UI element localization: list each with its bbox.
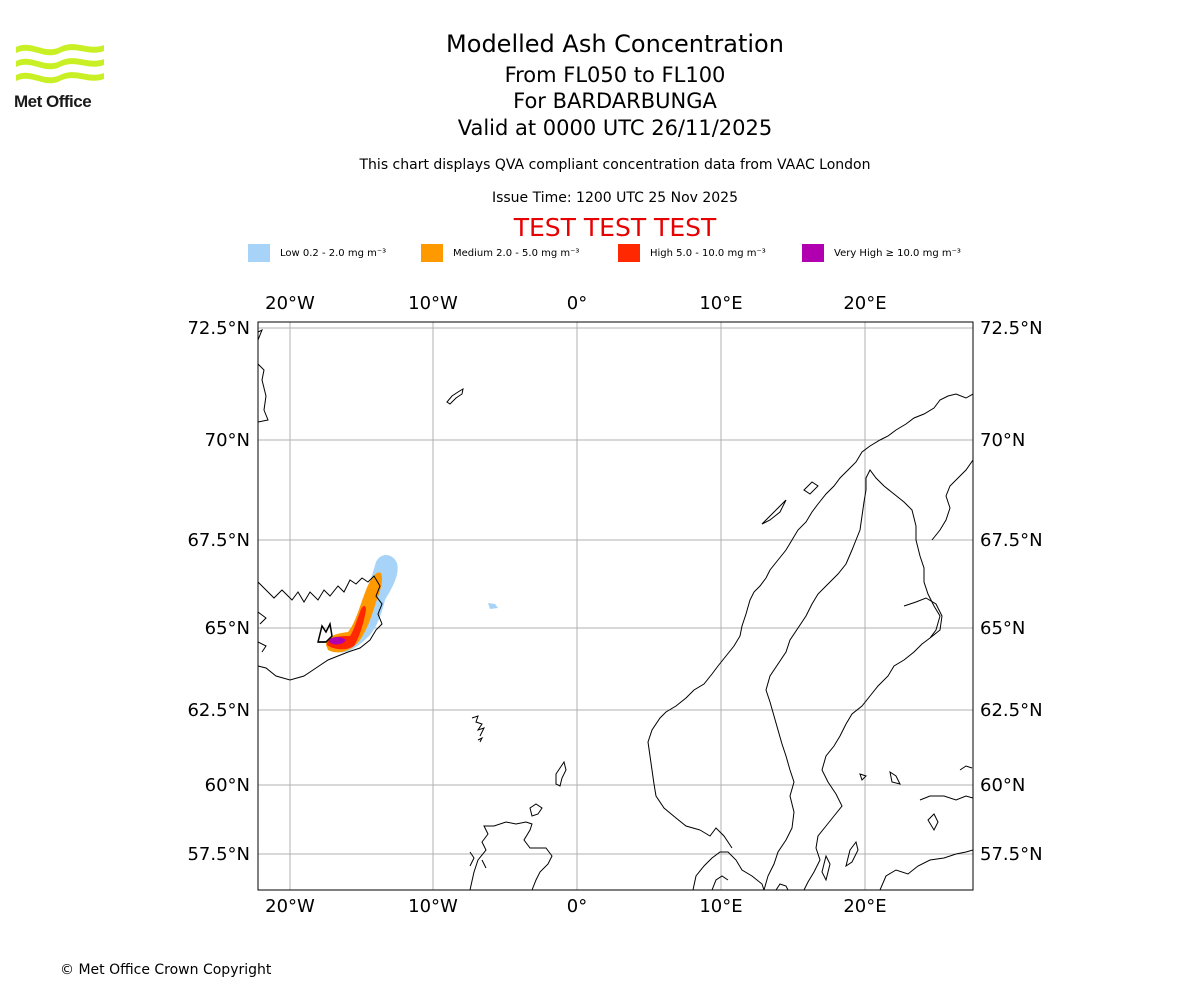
- lon-label-bottom: 10°E: [699, 896, 742, 917]
- lat-label-left: 70°N: [205, 430, 250, 451]
- map-frame: [257, 321, 974, 891]
- lon-label-bottom: 0°: [567, 896, 587, 917]
- lon-label-bottom: 10°W: [408, 896, 458, 917]
- volcano-marker: [317, 621, 333, 643]
- lat-label-right: 67.5°N: [980, 530, 1043, 551]
- legend-swatch-high: [618, 244, 640, 262]
- legend-label-low: Low 0.2 - 2.0 mg m⁻³: [280, 247, 387, 259]
- coast-shetland: [555, 760, 567, 787]
- volcano-name: For BARDARBUNGA: [513, 89, 717, 113]
- met-office-logo: [16, 44, 104, 84]
- lon-label-top: 10°W: [408, 293, 458, 314]
- lon-label-top: 0°: [567, 293, 587, 314]
- coast-sweden: [803, 637, 931, 890]
- test-banner: TEST TEST TEST: [513, 213, 717, 242]
- copyright-notice: © Met Office Crown Copyright: [60, 962, 272, 978]
- lat-label-right: 65°N: [980, 618, 1025, 639]
- legend-label-high: High 5.0 - 10.0 mg m⁻³: [650, 247, 766, 259]
- coastlines: [258, 328, 973, 890]
- lat-label-left: 62.5°N: [187, 700, 250, 721]
- coast-jan-mayen: [446, 387, 464, 405]
- lon-label-bottom: 20°E: [843, 896, 886, 917]
- lat-label-left: 72.5°N: [187, 318, 250, 339]
- legend-swatch-medium: [421, 244, 443, 262]
- ash-very-high: [329, 637, 346, 645]
- level-range: From FL050 to FL100: [504, 63, 726, 87]
- lon-label-top: 20°E: [843, 293, 886, 314]
- lat-label-right: 60°N: [980, 775, 1025, 796]
- legend-item-high: High 5.0 - 10.0 mg m⁻³: [618, 244, 766, 262]
- ash-medium: [326, 572, 383, 653]
- lon-label-top: 10°E: [699, 293, 742, 314]
- border-norway-sweden: [763, 469, 941, 890]
- legend-item-medium: Medium 2.0 - 5.0 mg m⁻³: [421, 244, 579, 262]
- border-finland: [903, 459, 973, 639]
- lat-label-left: 65°N: [205, 618, 250, 639]
- coast-faroes: [471, 715, 485, 743]
- gridlines: [258, 322, 973, 890]
- logo-text: Met Office: [14, 92, 92, 111]
- lat-label-left: 57.5°N: [187, 844, 250, 865]
- coast-norway: [647, 393, 973, 890]
- legend-item-low: Low 0.2 - 2.0 mg m⁻³: [248, 244, 386, 262]
- valid-time: Valid at 0000 UTC 26/11/2025: [457, 116, 773, 140]
- issue-time: Issue Time: 1200 UTC 25 Nov 2025: [491, 190, 739, 206]
- lat-label-right: 62.5°N: [980, 700, 1043, 721]
- lat-label-right: 70°N: [980, 430, 1025, 451]
- lat-label-right: 57.5°N: [980, 844, 1043, 865]
- chart-description: This chart displays QVA compliant concen…: [359, 157, 871, 173]
- coast-greenland: [258, 328, 269, 423]
- legend-swatch-very-high: [802, 244, 824, 262]
- legend-swatch-low: [248, 244, 270, 262]
- legend-label-very-high: Very High ≥ 10.0 mg m⁻³: [834, 247, 961, 259]
- lat-label-left: 60°N: [205, 775, 250, 796]
- chart-title: Modelled Ash Concentration: [446, 30, 784, 58]
- coast-scotland: [469, 821, 553, 890]
- lat-label-left: 67.5°N: [187, 530, 250, 551]
- ash-plume: [326, 555, 498, 653]
- coast-iceland: [258, 575, 383, 681]
- ash-low-islet: [488, 603, 498, 609]
- lat-label-right: 72.5°N: [980, 318, 1043, 339]
- lon-label-bottom: 20°W: [265, 896, 315, 917]
- legend-label-medium: Medium 2.0 - 5.0 mg m⁻³: [453, 247, 580, 259]
- legend-item-very-high: Very High ≥ 10.0 mg m⁻³: [802, 244, 961, 262]
- lon-label-top: 20°W: [265, 293, 315, 314]
- coast-orkney: [529, 803, 543, 817]
